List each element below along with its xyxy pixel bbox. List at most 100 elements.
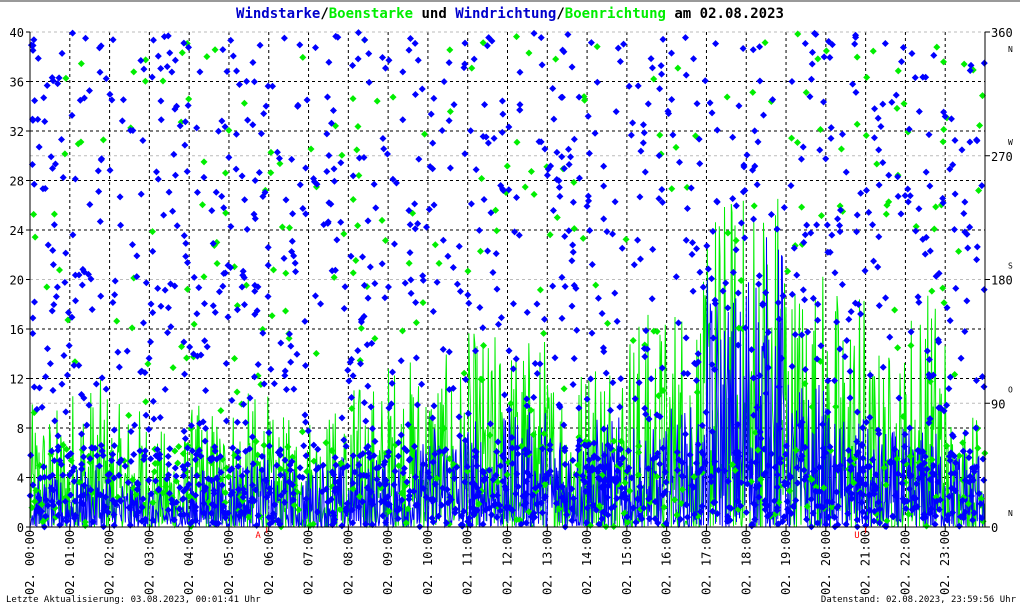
wind-direction-point [329,107,337,115]
wind-direction-point [869,456,877,464]
gust-direction-point [233,302,241,310]
wind-direction-point [739,45,747,53]
wind-direction-point [555,177,563,185]
wind-direction-point [871,105,879,113]
wind-direction-point [197,351,205,359]
wind-direction-point [228,465,236,473]
wind-direction-point [695,468,703,476]
x-tick-label: 02. 08:00 [341,530,355,595]
wind-direction-point [857,475,865,483]
gust-direction-point [142,398,150,406]
gust-direction-point [61,494,69,502]
wind-direction-point [611,198,619,206]
wind-direction-point [607,504,615,512]
wind-direction-point [585,197,593,205]
wind-direction-point [301,411,309,419]
wind-direction-point [751,162,759,170]
gust-direction-point [802,88,810,96]
wind-direction-point [78,460,86,468]
wind-direction-point [49,246,57,254]
wind-direction-point [598,483,606,491]
wind-direction-point [164,452,172,460]
wind-direction-point [824,248,832,256]
wind-direction-point [658,364,666,372]
wind-direction-point [34,54,42,62]
wind-direction-point [523,395,531,403]
gust-direction-point [883,201,891,209]
wind-direction-point [849,80,857,88]
wind-direction-point [483,42,491,50]
wind-direction-point [617,445,625,453]
wind-direction-point [202,484,210,492]
wind-direction-point [130,451,138,459]
wind-direction-point [836,345,844,353]
wind-direction-point [711,457,719,465]
gust-direction-point [593,43,601,51]
wind-direction-point [70,514,78,522]
wind-direction-point [285,330,293,338]
wind-direction-point [265,442,273,450]
gust-direction-point [653,473,661,481]
wind-direction-point [767,210,775,218]
wind-direction-point [479,324,487,332]
wind-direction-point [471,447,479,455]
wind-direction-point [102,75,110,83]
wind-direction-point [201,437,209,445]
wind-direction-point [342,505,350,513]
wind-direction-point [254,512,262,520]
wind-direction-point [846,394,854,402]
wind-direction-point [647,375,655,383]
wind-direction-point [531,360,539,368]
wind-direction-point [104,508,112,516]
series-layer [26,29,989,531]
gust-direction-point [801,380,809,388]
wind-direction-point [382,494,390,502]
x-tick-label: 02. 11:00 [461,530,475,595]
wind-direction-point [600,348,608,356]
wind-direction-point [419,272,427,280]
wind-direction-point [831,513,839,521]
wind-direction-point [116,193,124,201]
wind-direction-point [569,241,577,249]
wind-direction-point [368,497,376,505]
wind-direction-point [152,168,160,176]
wind-direction-point [712,40,720,48]
wind-direction-point [737,478,745,486]
wind-direction-point [429,458,437,466]
wind-direction-point [731,449,739,457]
wind-direction-point [48,74,56,82]
gust-direction-point [817,212,825,220]
wind-direction-point [831,377,839,385]
wind-direction-point [803,221,811,229]
wind-direction-point [370,452,378,460]
wind-direction-point [639,139,647,147]
wind-direction-point [607,406,615,414]
wind-direction-point [343,500,351,508]
gust-direction-point [650,75,658,83]
wind-direction-point [959,447,967,455]
wind-direction-point [788,362,796,370]
wind-direction-point [171,171,179,179]
wind-direction-point [520,501,528,509]
wind-direction-point [759,301,767,309]
wind-direction-point [904,198,912,206]
gust-direction-point [529,431,537,439]
wind-direction-point [232,130,240,138]
wind-direction-point [950,452,958,460]
wind-direction-point [154,175,162,183]
wind-direction-point [114,348,122,356]
wind-direction-point [80,444,88,452]
wind-direction-point [472,166,480,174]
wind-direction-point [719,287,727,295]
wind-direction-point [331,266,339,274]
wind-direction-point [54,446,62,454]
wind-direction-point [952,459,960,467]
wind-direction-point [134,480,142,488]
gust-direction-point [828,503,836,511]
wind-direction-point [564,31,572,39]
wind-direction-point [616,403,624,411]
wind-direction-point [885,171,893,179]
wind-direction-point [569,248,577,256]
wind-direction-point [192,517,200,525]
